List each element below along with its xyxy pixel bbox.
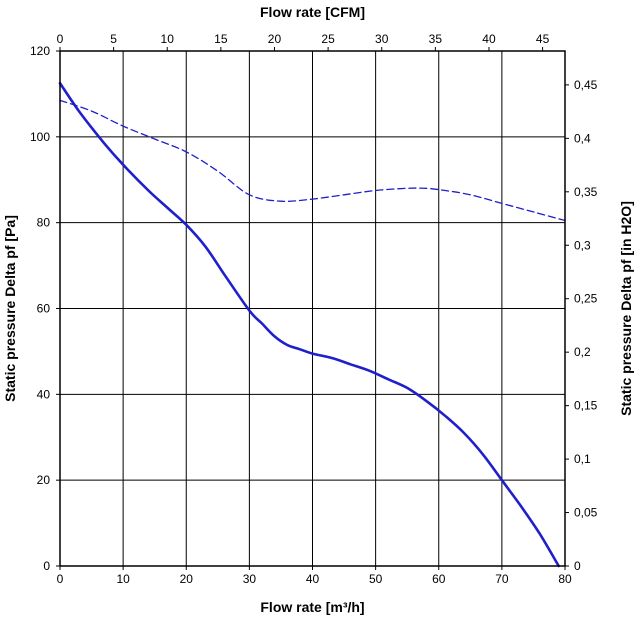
x2-tick-label: 35 bbox=[429, 32, 443, 46]
y-tick-label: 100 bbox=[30, 130, 50, 144]
y2-tick-label: 0,3 bbox=[574, 238, 591, 252]
x2-tick-label: 25 bbox=[321, 32, 335, 46]
y-tick-label: 60 bbox=[37, 302, 51, 316]
series bbox=[58, 81, 566, 568]
x-tick-label: 20 bbox=[180, 572, 194, 586]
y2-tick-label: 0,35 bbox=[574, 185, 598, 199]
series-line-solid bbox=[58, 81, 560, 568]
y-tick-label: 40 bbox=[37, 387, 51, 401]
x2-tick-label: 5 bbox=[110, 32, 117, 46]
x2-axis-title: Flow rate [CFM] bbox=[260, 4, 365, 20]
x-tick-label: 10 bbox=[116, 572, 130, 586]
x-tick-label: 40 bbox=[306, 572, 320, 586]
x-tick-label: 0 bbox=[57, 572, 64, 586]
x2-tick-label: 0 bbox=[57, 32, 64, 46]
x2-tick-label: 20 bbox=[268, 32, 282, 46]
ticks bbox=[56, 47, 569, 570]
y2-tick-label: 0,1 bbox=[574, 452, 591, 466]
y-tick-label: 20 bbox=[37, 473, 51, 487]
x2-tick-label: 40 bbox=[482, 32, 496, 46]
y2-tick-label: 0,45 bbox=[574, 78, 598, 92]
y-axis-title: Static pressure Delta pf [Pa] bbox=[2, 215, 18, 402]
y2-tick-label: 0,05 bbox=[574, 506, 598, 520]
x2-tick-label: 10 bbox=[161, 32, 175, 46]
y-tick-label: 120 bbox=[30, 44, 50, 58]
x-tick-label: 30 bbox=[243, 572, 257, 586]
y2-tick-label: 0,25 bbox=[574, 292, 598, 306]
x-tick-label: 70 bbox=[495, 572, 509, 586]
x-axis-title: Flow rate [m³/h] bbox=[260, 599, 364, 615]
y2-tick-label: 0,15 bbox=[574, 399, 598, 413]
y-tick-label: 0 bbox=[43, 559, 50, 573]
x-tick-label: 80 bbox=[558, 572, 572, 586]
y2-axis-title: Static pressure Delta pf [in H2O] bbox=[618, 201, 634, 416]
y2-tick-label: 0,4 bbox=[574, 131, 591, 145]
grid bbox=[59, 50, 566, 567]
y2-tick-label: 0 bbox=[574, 559, 581, 573]
x2-tick-label: 45 bbox=[536, 32, 550, 46]
x2-tick-label: 30 bbox=[375, 32, 389, 46]
x-tick-label: 60 bbox=[432, 572, 446, 586]
x-tick-label: 50 bbox=[369, 572, 383, 586]
x2-tick-label: 15 bbox=[214, 32, 228, 46]
y-tick-label: 80 bbox=[37, 216, 51, 230]
series-line-dashed bbox=[59, 99, 566, 222]
y2-tick-label: 0,2 bbox=[574, 345, 591, 359]
